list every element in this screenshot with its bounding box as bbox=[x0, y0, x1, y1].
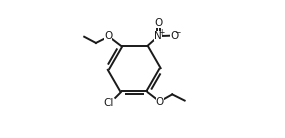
Text: O: O bbox=[156, 97, 164, 107]
Text: N: N bbox=[154, 31, 162, 41]
Text: O: O bbox=[104, 31, 113, 41]
Text: O: O bbox=[154, 18, 162, 28]
Text: O: O bbox=[170, 31, 178, 41]
Text: +: + bbox=[158, 29, 164, 38]
Text: Cl: Cl bbox=[104, 98, 114, 108]
Text: −: − bbox=[174, 28, 181, 37]
